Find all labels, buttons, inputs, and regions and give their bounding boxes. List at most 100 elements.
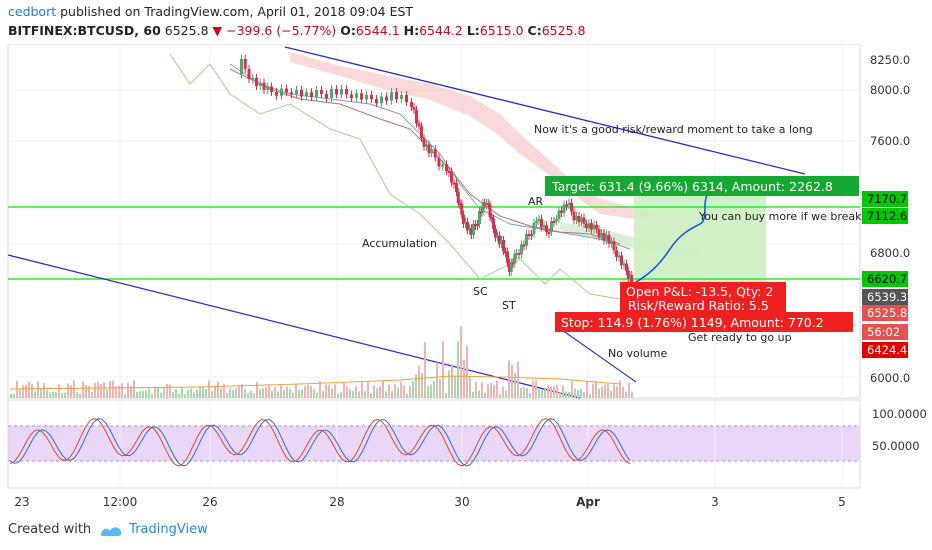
pl-label-box[interactable]: [620, 282, 786, 313]
candle-body: [300, 89, 303, 97]
no-volume-arrow[interactable]: [561, 329, 637, 383]
symbol-name[interactable]: BITFINEX:BTCUSD, 60: [8, 23, 161, 38]
target-label-box[interactable]: [545, 176, 859, 196]
volume-bar: [268, 385, 270, 398]
volume-bar: [88, 386, 90, 398]
candle-body: [452, 182, 456, 185]
st-label[interactable]: ST: [502, 299, 516, 312]
candle-body: [390, 92, 393, 101]
brand-name: TradingView: [129, 522, 208, 537]
sc-label[interactable]: SC: [473, 285, 488, 298]
candle-body: [628, 275, 632, 279]
volume-bar: [91, 392, 93, 398]
price-tag: [862, 208, 908, 224]
volume-bar: [547, 385, 549, 398]
volume-bar: [613, 384, 615, 398]
footer: Created with TradingView: [8, 522, 208, 537]
candle-body: [266, 86, 270, 90]
volume-bar: [442, 341, 444, 398]
candle-body: [527, 234, 531, 236]
candle-body: [532, 223, 536, 234]
candle-body: [447, 171, 451, 173]
candle-body: [535, 221, 538, 223]
volume-bar: [601, 386, 603, 398]
ready-annotation[interactable]: Get ready to go up: [688, 331, 792, 344]
candle-body: [562, 204, 566, 213]
stop-label-box[interactable]: [555, 312, 853, 332]
volume-bar: [580, 388, 582, 398]
candle-body: [525, 234, 528, 246]
volume-bar: [619, 380, 621, 398]
candle-body: [610, 241, 613, 244]
volume-bar: [277, 391, 279, 398]
volume-bar: [460, 326, 462, 398]
candle-body: [476, 224, 479, 226]
lower-trendline[interactable]: [7, 254, 581, 399]
candle-body: [617, 255, 621, 258]
candle-body: [572, 211, 576, 221]
price-tag: [862, 324, 908, 340]
volume-bar: [478, 390, 480, 398]
candle-body: [441, 164, 445, 167]
volume-bar: [409, 386, 411, 398]
time-axis[interactable]: 23 12:00 26 28 30 Apr 3 5: [14, 495, 845, 509]
volume-bar: [172, 392, 174, 398]
long-annotation[interactable]: Now it's a good risk/reward moment to ta…: [534, 123, 813, 136]
candle-body: [400, 95, 403, 99]
volume-bar: [133, 380, 135, 398]
volume-bar: [193, 392, 195, 398]
candle-body: [490, 217, 494, 219]
time-tick: Apr: [576, 495, 600, 509]
volume-bar: [415, 374, 417, 398]
upper-trendline[interactable]: [284, 46, 806, 175]
candle-body: [474, 224, 477, 226]
volume-series: [9, 326, 633, 398]
volume-bar: [430, 384, 432, 398]
volume-bar: [76, 391, 78, 398]
price-tag: [862, 191, 908, 207]
candle-body: [410, 102, 413, 107]
candle-body: [565, 204, 568, 207]
candle-body: [305, 92, 308, 97]
volume-bar: [187, 390, 189, 398]
price-tag-label: 6620.7: [867, 272, 907, 286]
candle-body: [466, 221, 469, 231]
candle-body: [630, 275, 634, 283]
candle-body: [508, 262, 511, 272]
price-axis[interactable]: 8250.0 8000.0 7600.0 6800.0 6000.0: [870, 53, 910, 385]
candle-body: [485, 203, 488, 205]
accumulation-label[interactable]: Accumulation: [362, 237, 437, 250]
author-link[interactable]: cedbort: [8, 4, 57, 19]
no-volume-annotation[interactable]: No volume: [608, 347, 667, 360]
volume-bar: [85, 385, 87, 398]
volume-bar: [484, 392, 486, 398]
candle-body: [462, 214, 465, 224]
buy-more-annotation[interactable]: You can buy more if we break: [698, 210, 862, 223]
price-tick: 7600.0: [870, 134, 910, 148]
candle-body: [375, 99, 378, 104]
price-tag: [862, 342, 908, 358]
tradingview-link[interactable]: TradingView: [99, 522, 208, 537]
volume-bar: [202, 387, 204, 398]
low-value: 6515.0: [479, 23, 524, 38]
volume-bar: [388, 384, 390, 398]
oscillator-axis[interactable]: 100.0000 50.0000: [872, 407, 927, 453]
volume-bar: [622, 386, 624, 398]
volume-bar: [586, 381, 588, 398]
price-tag-label: 7112.6: [867, 209, 907, 223]
chart-area[interactable]: Now it's a good risk/reward moment to ta…: [0, 44, 932, 516]
volume-bar: [73, 380, 75, 398]
volume-bar: [328, 384, 330, 398]
candle-body: [515, 253, 518, 255]
volume-bar: [157, 387, 159, 398]
candle-body: [522, 244, 526, 247]
volume-bar: [292, 392, 294, 398]
volume-bar: [10, 393, 12, 398]
time-tick: 12:00: [103, 495, 138, 509]
volume-bar: [448, 370, 450, 398]
volume-bar: [340, 392, 342, 398]
candle-body: [537, 218, 541, 221]
candle-body: [555, 219, 558, 221]
ar-label[interactable]: AR: [528, 195, 544, 208]
volume-bar: [169, 384, 171, 398]
